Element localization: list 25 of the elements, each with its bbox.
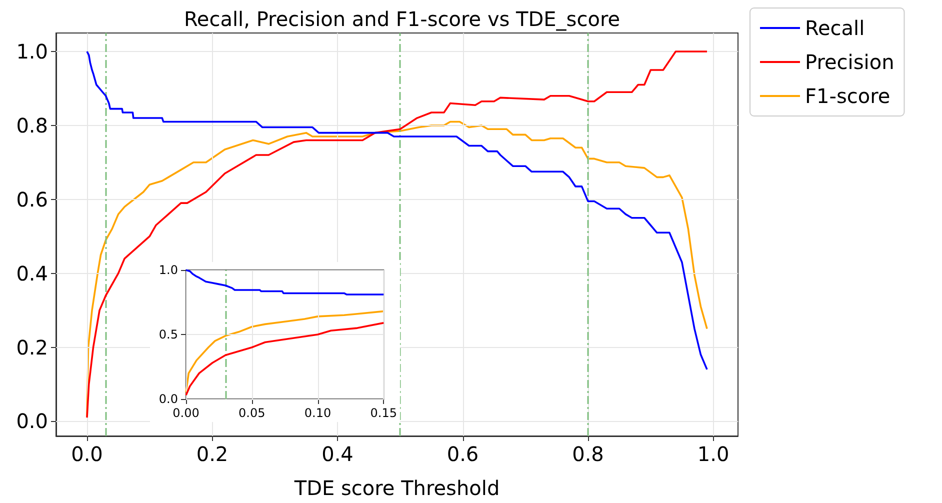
- legend-label: F1-score: [805, 84, 890, 108]
- legend-label: Recall: [805, 16, 865, 40]
- x-tick-label: 0.0: [71, 442, 103, 466]
- x-tick-label: 0.2: [196, 442, 228, 466]
- y-tick-label: 0.6: [16, 187, 48, 212]
- x-tick-label: 0.00: [172, 406, 200, 420]
- x-tick-label: 0.6: [446, 442, 479, 466]
- y-tick-label: 0.2: [16, 335, 48, 360]
- line-series: [185, 322, 385, 396]
- chart-title: Recall, Precision and F1-score vs TDE_score: [184, 7, 620, 31]
- x-tick-label: 0.05: [238, 406, 266, 420]
- x-axis-title: TDE score Threshold: [293, 476, 500, 500]
- y-tick-label: 1.0: [158, 263, 178, 277]
- x-tick-label: 0.4: [322, 442, 354, 466]
- line-series: [185, 310, 385, 394]
- x-tick-label: 0.15: [370, 406, 397, 420]
- x-tick-label: 0.8: [572, 442, 604, 466]
- x-tick-label: 1.0: [697, 442, 730, 466]
- y-tick-label: 0.0: [158, 392, 178, 406]
- y-tick-label: 0.4: [16, 261, 48, 286]
- y-tick-label: 0.5: [158, 328, 178, 342]
- legend-label: Precision: [805, 50, 894, 74]
- y-tick-label: 0.8: [16, 113, 48, 138]
- x-tick-label: 0.10: [304, 406, 332, 420]
- y-tick-label: 1.0: [16, 39, 48, 64]
